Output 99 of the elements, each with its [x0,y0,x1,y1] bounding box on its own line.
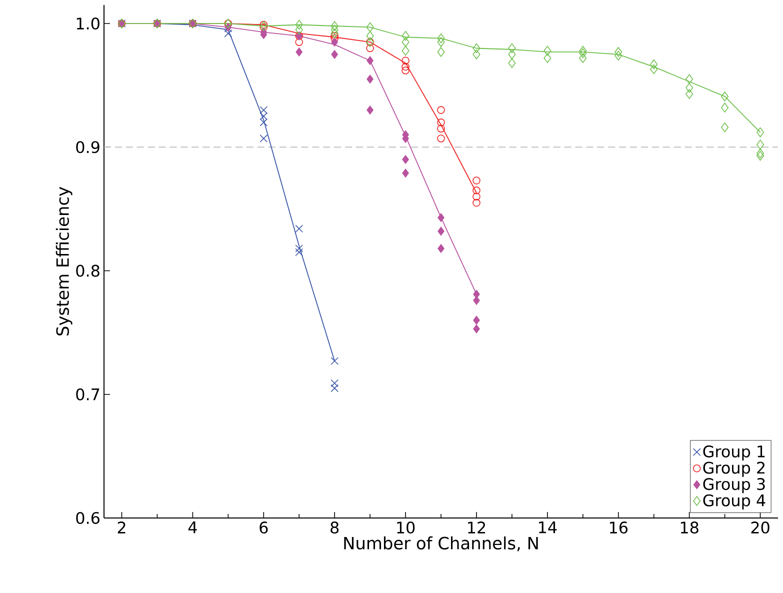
point [473,324,480,334]
point [295,24,303,35]
point [756,148,764,158]
y-tick-label: 0.6 [76,512,100,524]
point [330,28,338,38]
point [756,140,764,150]
x-tick-label: 10 [397,522,415,534]
point [366,31,374,41]
point [260,112,268,120]
point [402,31,410,41]
point [508,50,516,60]
y-tick-label: 0.9 [76,141,100,154]
point [366,44,374,52]
x-tick-label: 4 [188,522,197,534]
point [438,244,444,253]
point [330,357,339,365]
point [402,37,410,47]
point [260,134,268,142]
point [686,82,694,93]
point [437,47,445,57]
point [366,22,374,32]
point [686,74,694,84]
point [402,155,409,164]
point [438,213,444,222]
point [438,226,444,236]
point [330,24,338,35]
point [366,56,374,65]
y-tick-label: 0.8 [76,264,100,277]
point [437,37,445,47]
x-tick-label: 12 [468,522,486,534]
point [472,192,480,200]
point [579,48,587,58]
point [402,66,410,74]
point [508,58,516,68]
x-tick-label: 14 [539,522,557,534]
point [756,150,764,161]
point [472,43,480,54]
point [472,186,480,194]
x-tick-label: 18 [680,522,698,534]
point [295,20,303,30]
point [437,118,445,126]
y-tick-label: 1.0 [76,18,100,30]
point [721,102,729,112]
legend-label: Group 2 [703,462,764,477]
x-tick-label: 6 [260,522,268,534]
point [508,43,516,54]
point [331,50,338,59]
point [402,46,410,56]
point [579,46,587,56]
point [295,244,304,252]
point [756,127,764,138]
point [473,296,480,305]
point [650,59,658,70]
point [437,124,445,132]
point [402,62,410,71]
point [331,38,338,46]
point [437,33,445,44]
legend-label: Group 4 [703,494,766,510]
point [472,50,480,60]
point [330,21,338,31]
y-tick-label: 0.7 [76,388,100,400]
point [544,53,552,64]
point [402,168,409,178]
x-tick-label: 8 [330,522,339,534]
point [330,384,339,392]
point [650,64,658,74]
point [260,118,268,126]
point [472,198,480,207]
point [437,134,445,142]
point [366,106,374,114]
x-tick-label: 20 [751,522,770,534]
point [721,122,729,132]
y-axis-title: System Efficiency [56,186,72,336]
point [260,106,268,114]
point [614,50,622,61]
point [330,379,339,388]
point [224,29,232,38]
legend-label: Group 1 [703,445,765,461]
point [295,248,304,256]
x-tick-label: 16 [610,522,628,534]
legend-label: Group 3 [703,478,765,494]
point [579,53,587,64]
point [686,89,694,99]
point [260,20,268,29]
point [614,47,622,57]
point [437,106,445,114]
x-tick-label: 2 [118,522,126,534]
point [330,34,338,42]
point [366,74,374,84]
point [721,92,729,102]
x-axis-title: Number of Channels, N [344,536,538,552]
point [402,56,410,64]
point [472,176,480,184]
point [295,38,303,46]
point [473,316,480,325]
point [296,48,303,56]
point [295,224,304,233]
point [544,46,552,56]
point [330,32,338,40]
